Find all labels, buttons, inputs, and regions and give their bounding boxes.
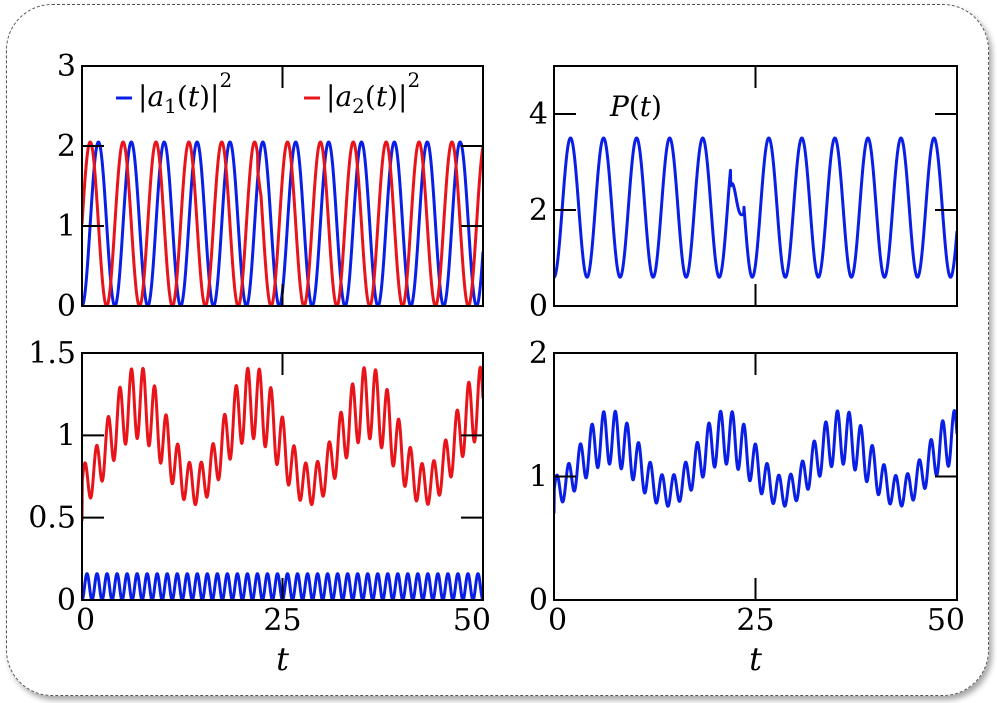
panel-top-right: 0 2 4 P(t) (529, 65, 958, 324)
series-line-red-0 (82, 365, 483, 521)
y-tick-label: 3 (57, 49, 76, 84)
y-tick-label: 0 (57, 583, 76, 618)
y-tick-label: 4 (529, 97, 548, 132)
y-tick-label: 1 (57, 209, 76, 244)
x-tick-label: 0 (548, 603, 567, 638)
y-tick-label: 0 (57, 289, 76, 324)
x-tick-label: 25 (736, 603, 774, 638)
legend-entry-red: |a2(t)|2 (326, 68, 420, 118)
legend-entry-blue: |a1(t)|2 (138, 68, 232, 118)
x-tick-label: 0 (76, 603, 95, 638)
figure-frame (6, 4, 989, 696)
panel-top-left: 0 1 2 3 |a1(t)|2 |a2(t)|2 (57, 49, 484, 324)
series-line-blue-0 (554, 136, 957, 279)
y-tick-label: 0 (529, 583, 548, 618)
x-axis-title: t (749, 640, 762, 678)
y-tick-label: 2 (57, 129, 76, 164)
y-tick-label: 1 (57, 418, 76, 453)
series-line-blue-0 (554, 409, 957, 514)
y-tick-label: 2 (529, 193, 548, 228)
x-tick-label: 25 (263, 603, 301, 638)
series-line-red-1 (82, 140, 483, 306)
series-line-blue-1 (82, 572, 483, 600)
panel-bottom-right: 0 1 2 0 25 50 t (529, 336, 965, 678)
y-tick-label: 0.5 (28, 501, 76, 536)
x-tick-label: 50 (927, 603, 965, 638)
y-tick-label: 0 (529, 289, 548, 324)
x-tick-label: 50 (453, 603, 491, 638)
panel-bottom-left: 0 0.5 1 1.5 0 25 50 t (28, 336, 491, 678)
y-tick-label: 2 (529, 336, 548, 371)
annotation-label: P(t) (609, 90, 662, 123)
y-tick-label: 1 (529, 460, 548, 495)
x-axis-title: t (276, 640, 289, 678)
y-tick-label: 1.5 (28, 336, 76, 371)
